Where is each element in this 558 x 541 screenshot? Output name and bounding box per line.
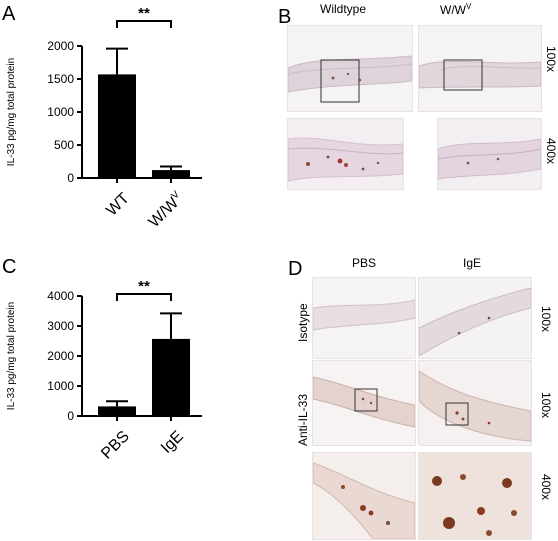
panel-letter-d: D: [288, 258, 303, 280]
x-tick-superscript: V: [169, 189, 182, 202]
tissue-image: [419, 26, 541, 111]
mag-label-d-100x-2: 100x: [539, 392, 553, 419]
panel-letter-c: C: [2, 256, 17, 278]
col-label-ww-sup: V: [466, 2, 472, 11]
micrograph-d-pbs-isotype: [312, 277, 416, 359]
micrograph-b-wildtype-400x: [287, 118, 404, 190]
micrograph-d-ige-anti-il33: [418, 360, 532, 446]
micrograph-b-ww-100x: [418, 25, 542, 112]
chart-c: 0 1000 2000 3000 4000 IL-33 pg/mg total prote…: [6, 278, 202, 463]
significance-stars: **: [138, 278, 150, 295]
tissue-image: [313, 453, 415, 539]
col-label-ww-text: W/W: [440, 3, 466, 17]
x-tick-label: IgE: [158, 428, 187, 457]
x-tick-label: WT: [103, 190, 133, 220]
y-tick-label: 1000: [47, 105, 74, 119]
y-axis-label: IL-33 pg/mg total protein: [6, 58, 17, 166]
tissue-image: [288, 119, 403, 189]
panel-letter-b: B: [278, 6, 292, 28]
bar: [98, 74, 136, 178]
y-axis-label: IL-33 pg/mg total protein: [6, 302, 17, 410]
micrograph-d-pbs-anti-il33: [312, 360, 416, 446]
significance-bracket: [116, 20, 172, 28]
tissue-image: [419, 453, 531, 539]
x-tick-label: W/WV: [145, 189, 187, 231]
micrograph-d-pbs-400x: [312, 452, 416, 540]
y-tick-label: 1500: [47, 72, 74, 86]
mag-label-b-100x: 100x: [544, 46, 558, 73]
tissue-image: [419, 361, 531, 445]
tissue-image: [313, 361, 415, 445]
x-tick-label: PBS: [98, 428, 133, 463]
micrograph-d-ige-isotype: [418, 277, 532, 359]
micrograph-b-ww-400x: [437, 118, 542, 190]
y-tick-label: 2000: [47, 39, 74, 53]
y-tick-label: 0: [67, 171, 74, 185]
tissue-image: [313, 278, 415, 358]
tissue-image: [288, 26, 412, 111]
y-tick-label: 4000: [47, 289, 74, 303]
mag-label-d-400x: 400x: [539, 474, 553, 501]
panel-letter-a: A: [2, 3, 16, 25]
col-label-wildtype: Wildtype: [320, 2, 367, 16]
mag-label-b-400x: 400x: [544, 138, 558, 165]
row-label-anti-il33: Anti-IL-33: [296, 393, 310, 446]
bar: [152, 338, 190, 416]
y-tick-label: 500: [54, 138, 74, 152]
micrograph-d-ige-400x: [418, 452, 532, 540]
col-label-pbs: PBS: [352, 256, 377, 270]
tissue-image: [438, 119, 541, 189]
y-tick-label: 1000: [47, 379, 74, 393]
y-tick-label: 0: [67, 409, 74, 423]
y-tick-label: 3000: [47, 319, 74, 333]
chart-a: 0 500 1000 1500 2000 IL-33 pg/mg total protei…: [6, 5, 202, 231]
col-label-ige: IgE: [463, 256, 482, 270]
significance-stars: **: [138, 5, 150, 22]
col-label-ww: W/WV: [440, 2, 471, 17]
bar: [98, 406, 136, 416]
micrograph-b-wildtype-100x: [287, 25, 413, 112]
row-label-isotype: Isotype: [296, 303, 310, 342]
bar: [152, 170, 190, 178]
tissue-image: [419, 278, 531, 358]
mag-label-d-100x-1: 100x: [539, 306, 553, 333]
significance-bracket: [116, 293, 172, 301]
y-tick-label: 2000: [47, 349, 74, 363]
